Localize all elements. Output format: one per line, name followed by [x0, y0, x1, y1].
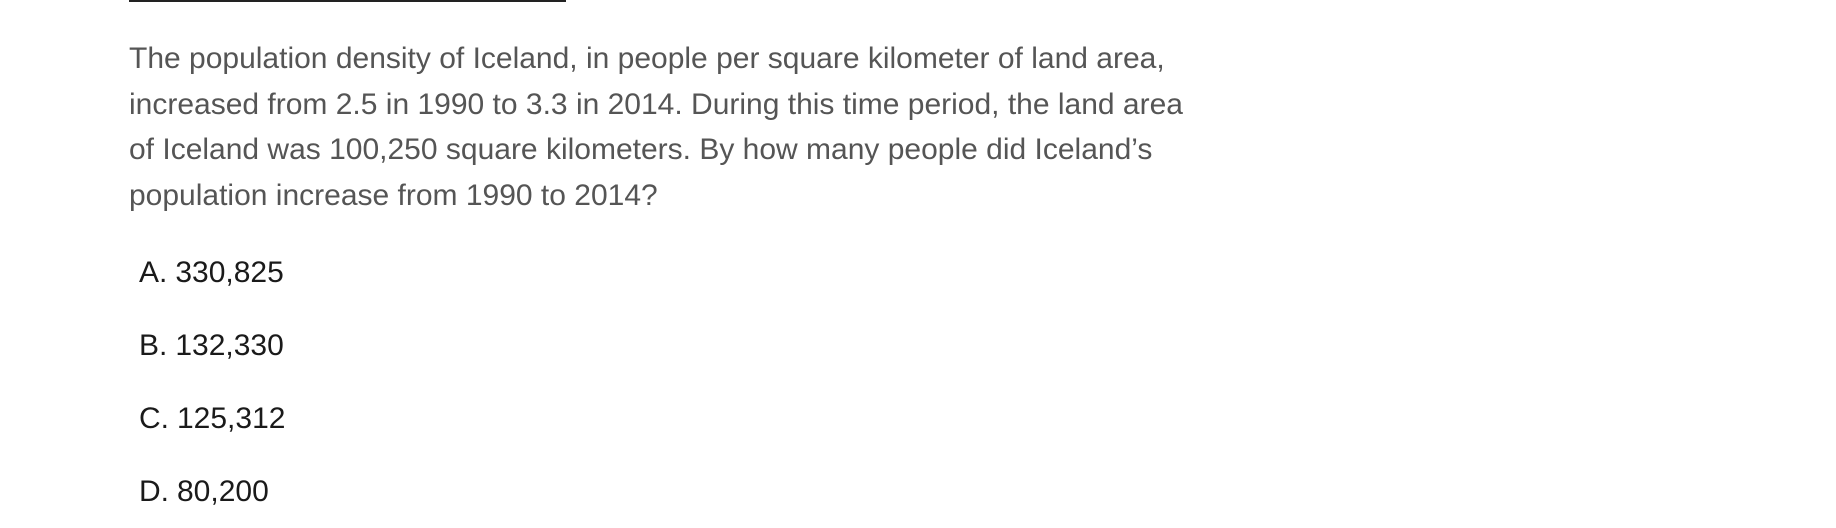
top-divider — [129, 0, 566, 2]
choice-b-letter: B. — [139, 328, 168, 362]
choice-a[interactable]: A. 330,825 — [139, 236, 285, 309]
choice-d-text: 80,200 — [177, 474, 269, 508]
answer-choices: A. 330,825 B. 132,330 C. 125,312 D. 80,2… — [139, 236, 285, 528]
choice-a-text: 330,825 — [175, 255, 284, 289]
question-text: The population density of Iceland, in pe… — [129, 42, 1183, 212]
choice-d[interactable]: D. 80,200 — [139, 455, 285, 528]
choice-b[interactable]: B. 132,330 — [139, 309, 285, 382]
choice-c-text: 125,312 — [177, 401, 286, 435]
choice-c[interactable]: C. 125,312 — [139, 382, 285, 455]
choice-b-text: 132,330 — [175, 328, 284, 362]
choice-d-letter: D. — [139, 474, 169, 508]
choice-a-letter: A. — [139, 255, 168, 289]
choice-c-letter: C. — [139, 401, 169, 435]
